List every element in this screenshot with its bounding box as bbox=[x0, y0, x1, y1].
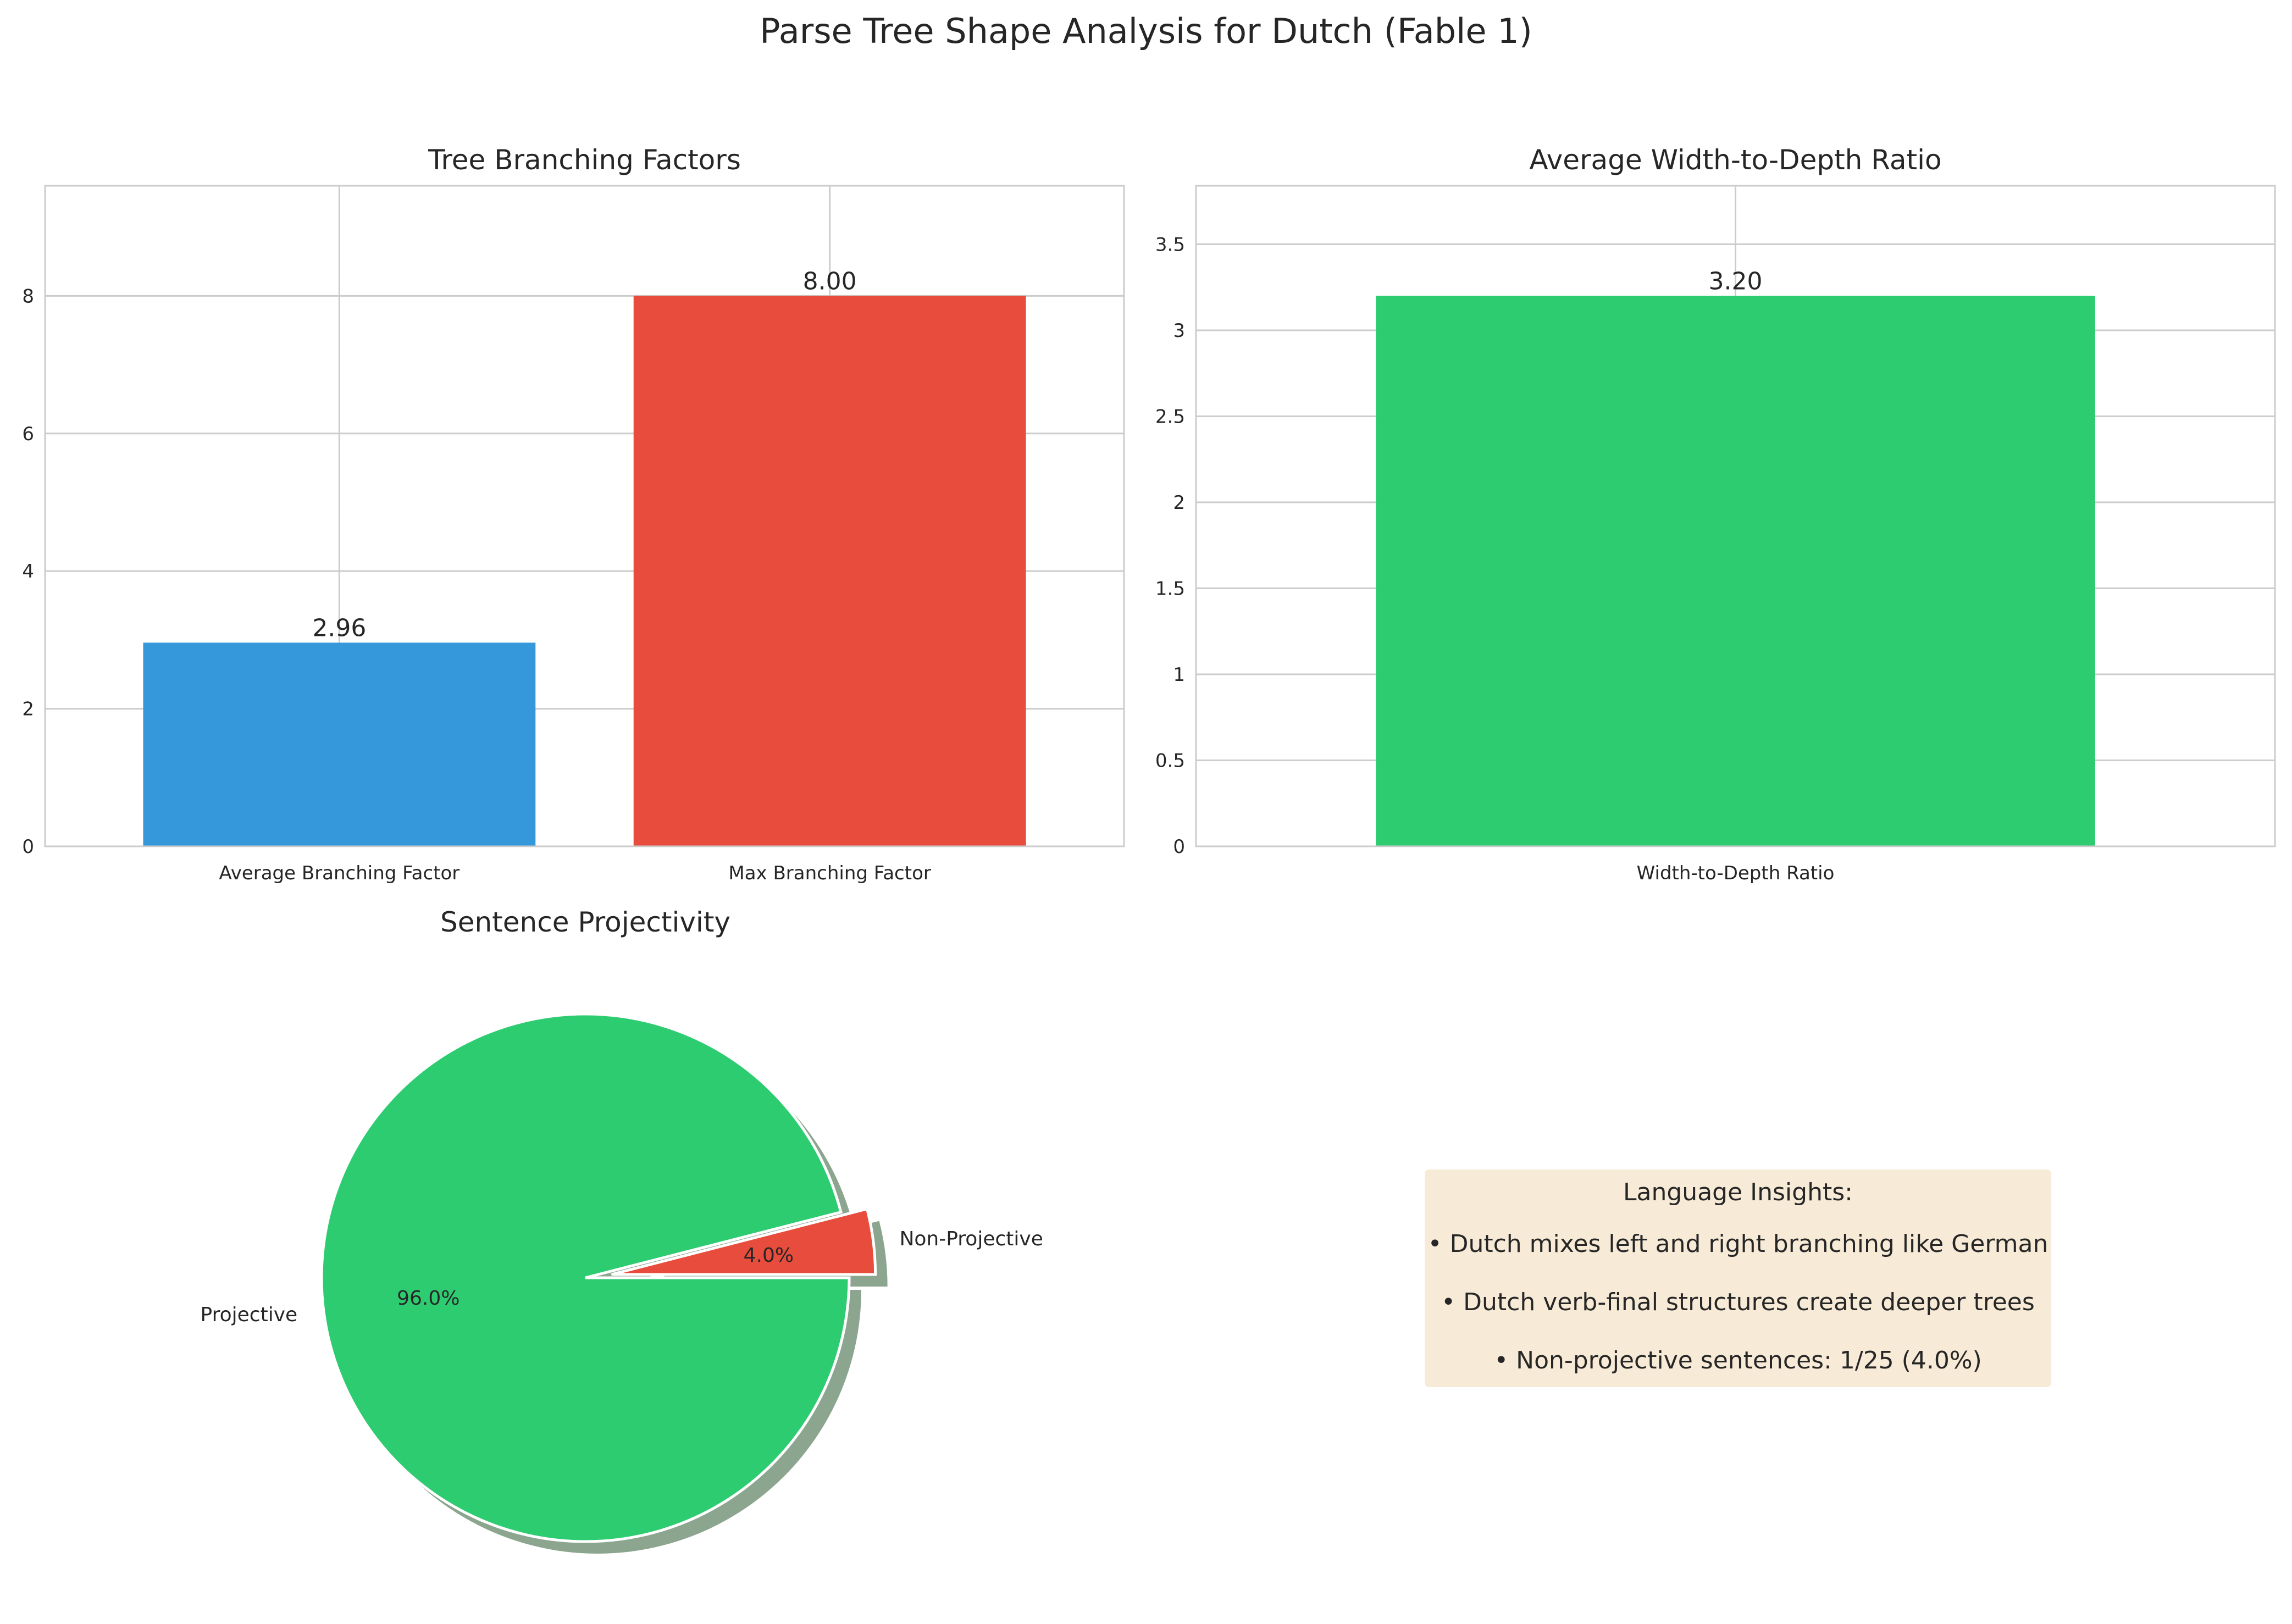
subplot-title: Average Width-to-Depth Ratio bbox=[1529, 144, 1941, 176]
subplot-title: Tree Branching Factors bbox=[428, 144, 741, 176]
plot-frame bbox=[1195, 185, 2276, 847]
projectivity-pie-chart: Sentence Projectivity 96.0% Projective 4.0%… bbox=[201, 906, 1043, 1554]
bar-value-label: 2.96 bbox=[312, 614, 366, 642]
bar bbox=[633, 296, 1026, 846]
y-tick-label: 0 bbox=[1173, 836, 1185, 858]
y-tick-label: 0 bbox=[22, 836, 34, 858]
insights-heading: Language Insights: bbox=[1623, 1178, 1853, 1206]
pie-slice-label: Projective bbox=[201, 1304, 298, 1326]
subplot-title: Sentence Projectivity bbox=[440, 906, 730, 938]
pie-percent-label: 4.0% bbox=[744, 1244, 794, 1267]
figure-title: Parse Tree Shape Analysis for Dutch (Fab… bbox=[760, 11, 1532, 51]
branching-factors-chart: Tree Branching Factors 0 2 4 6 8 2.96 Average B… bbox=[22, 144, 1125, 884]
y-tick-label: 2.5 bbox=[1155, 406, 1185, 428]
pie-percent-label: 96.0% bbox=[397, 1287, 459, 1310]
x-tick-label: Max Branching Factor bbox=[728, 862, 931, 884]
y-tick-label: 1 bbox=[1173, 664, 1185, 686]
insight-line-2: • Dutch verb-final structures create dee… bbox=[1441, 1288, 2035, 1316]
y-tick-label: 8 bbox=[22, 285, 34, 307]
bar-value-label: 8.00 bbox=[803, 267, 857, 295]
y-tick-label: 2 bbox=[1173, 492, 1185, 514]
width-depth-ratio-chart: Average Width-to-Depth Ratio 0 0.5 1 1.5 2 2.5… bbox=[1155, 144, 2276, 884]
insight-line-1: • Dutch mixes left and right branching l… bbox=[1427, 1230, 2049, 1258]
y-tick-label: 2 bbox=[22, 699, 34, 720]
language-insights-box: Language Insights: • Dutch mixes left an… bbox=[1425, 1169, 2051, 1387]
x-tick-label: Average Branching Factor bbox=[219, 862, 459, 884]
x-tick-label: Width-to-Depth Ratio bbox=[1637, 862, 1835, 884]
bar-value-label: 3.20 bbox=[1709, 267, 1763, 295]
y-tick-label: 4 bbox=[22, 561, 34, 583]
y-tick-label: 1.5 bbox=[1155, 578, 1185, 600]
pie-slice-label: Non-Projective bbox=[899, 1228, 1043, 1250]
y-tick-label: 3 bbox=[1173, 320, 1185, 342]
plot-frame bbox=[44, 185, 1125, 847]
bar bbox=[143, 642, 536, 846]
insight-line-3: • Non-projective sentences: 1/25 (4.0%) bbox=[1494, 1346, 1982, 1374]
pie-slice bbox=[611, 1207, 877, 1276]
y-tick-label: 0.5 bbox=[1155, 750, 1185, 772]
pie-slice bbox=[320, 1012, 851, 1543]
y-tick-label: 3.5 bbox=[1155, 234, 1185, 256]
y-tick-label: 6 bbox=[22, 423, 34, 445]
bar bbox=[1376, 296, 2095, 846]
